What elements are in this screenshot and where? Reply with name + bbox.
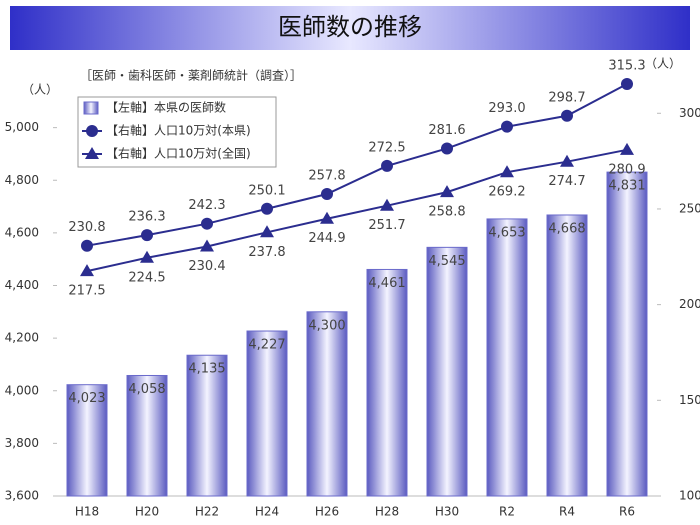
bar xyxy=(366,268,408,497)
point xyxy=(381,159,393,172)
line xyxy=(86,148,628,273)
chart-title: 医師数の推移 xyxy=(278,13,422,41)
point xyxy=(260,225,274,238)
x-tick-label: H18 xyxy=(75,505,99,519)
x-tick-label: H24 xyxy=(255,505,279,519)
legend-marker xyxy=(86,125,98,137)
line-value-label: 230.8 xyxy=(68,220,105,235)
y-tick-label: 4,400 xyxy=(5,278,39,292)
line-value-label: 236.3 xyxy=(128,210,165,225)
y-tick-label: 4,800 xyxy=(5,173,39,187)
point xyxy=(620,142,634,155)
point xyxy=(261,202,273,215)
bar-value-label: 4,058 xyxy=(128,382,165,397)
bar-value-label: 4,135 xyxy=(188,362,225,377)
bar-value-label: 4,227 xyxy=(248,338,285,353)
y-axis-label: （人） xyxy=(22,83,58,97)
bar xyxy=(606,171,648,497)
point xyxy=(321,188,333,201)
legend-label: 【左軸】本県の医師数 xyxy=(106,100,226,115)
title-banner xyxy=(10,6,690,50)
line-value-label: 293.0 xyxy=(488,101,525,116)
bar-value-label: 4,461 xyxy=(368,276,405,291)
line-value-label: 272.5 xyxy=(368,140,405,155)
y2-tick-label: 200 xyxy=(679,297,700,311)
point xyxy=(140,250,154,263)
bar-value-label: 4,300 xyxy=(308,318,345,333)
y2-tick-label: 100 xyxy=(679,489,700,503)
y-tick-label: 5,000 xyxy=(5,120,39,134)
point xyxy=(440,185,454,198)
line-value-label: 251.7 xyxy=(368,218,405,233)
y2-axis-label: （人） xyxy=(645,57,681,71)
bar xyxy=(126,374,168,497)
y2-tick-label: 300 xyxy=(679,106,700,120)
legend-label: 【右軸】人口10万対(全国) xyxy=(106,146,251,161)
bar xyxy=(486,218,528,497)
legend-swatch xyxy=(83,101,99,115)
legend-label: 【右軸】人口10万対(本県) xyxy=(106,123,251,138)
line-value-label: 280.9 xyxy=(608,162,645,177)
y-tick-label: 3,600 xyxy=(5,489,39,503)
line-value-label: 242.3 xyxy=(188,198,225,213)
point xyxy=(501,120,513,133)
x-tick-label: R2 xyxy=(499,505,515,519)
bar-value-label: 4,831 xyxy=(608,179,645,194)
bar xyxy=(426,246,468,497)
point xyxy=(81,239,93,252)
x-tick-label: H26 xyxy=(315,505,339,519)
bar xyxy=(546,214,588,497)
line-value-label: 281.6 xyxy=(428,123,465,138)
line-value-label: 244.9 xyxy=(308,231,345,246)
bar xyxy=(306,311,348,497)
point xyxy=(201,217,213,230)
line-value-label: 274.7 xyxy=(548,174,585,189)
x-tick-label: H22 xyxy=(195,505,219,519)
line-value-label: 315.3 xyxy=(608,58,645,73)
x-tick-label: H28 xyxy=(375,505,399,519)
point xyxy=(380,198,394,211)
x-tick-label: H30 xyxy=(435,505,459,519)
x-tick-label: R6 xyxy=(619,505,635,519)
subtitle: ［医師・歯科医師・薬剤師統計（調査）］ xyxy=(80,68,302,83)
point xyxy=(441,142,453,155)
y2-tick-label: 250 xyxy=(679,201,700,215)
x-tick-label: H20 xyxy=(135,505,159,519)
line-value-label: 230.4 xyxy=(188,259,225,274)
line-value-label: 250.1 xyxy=(248,183,285,198)
point xyxy=(200,239,214,252)
point xyxy=(320,211,334,224)
x-tick-label: R4 xyxy=(559,505,575,519)
point xyxy=(561,109,573,122)
line-value-label: 237.8 xyxy=(248,245,285,260)
line-value-label: 257.8 xyxy=(308,169,345,184)
y-tick-label: 4,600 xyxy=(5,225,39,239)
point xyxy=(621,77,633,90)
bar-value-label: 4,545 xyxy=(428,254,465,269)
line-value-label: 224.5 xyxy=(128,270,165,285)
line-value-label: 298.7 xyxy=(548,90,585,105)
line-value-label: 217.5 xyxy=(68,284,105,299)
legend-marker xyxy=(85,147,99,159)
point xyxy=(500,165,514,178)
point xyxy=(141,229,153,242)
line-value-label: 258.8 xyxy=(428,205,465,220)
line-value-label: 269.2 xyxy=(488,185,525,200)
bar xyxy=(246,330,288,497)
bar xyxy=(66,384,108,497)
y-tick-label: 4,000 xyxy=(5,383,39,397)
bar-value-label: 4,023 xyxy=(68,391,105,406)
bar-value-label: 4,668 xyxy=(548,221,585,236)
line xyxy=(86,83,628,247)
y2-tick-label: 150 xyxy=(679,393,700,407)
bar-value-label: 4,653 xyxy=(488,225,525,240)
point xyxy=(560,154,574,167)
legend-box xyxy=(77,96,277,168)
bar xyxy=(186,354,228,497)
point xyxy=(80,264,94,277)
y-tick-label: 4,200 xyxy=(5,331,39,345)
y-tick-label: 3,800 xyxy=(5,436,39,450)
